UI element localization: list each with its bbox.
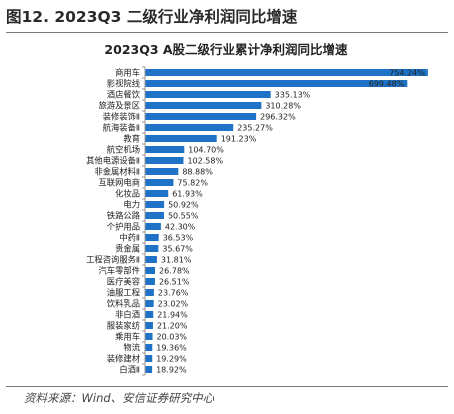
- value-label: 102.58%: [187, 157, 223, 166]
- bar: [145, 300, 154, 307]
- chart-title: 2023Q3 A股二级行业累计净利润同比增速: [104, 42, 348, 57]
- value-label: 235.27%: [237, 124, 273, 133]
- category-label: 互联网电商: [99, 178, 141, 188]
- value-label: 36.53%: [163, 234, 194, 243]
- value-label: 75.82%: [177, 179, 208, 188]
- category-label: 中药Ⅱ: [119, 233, 140, 243]
- bottom-rule: [6, 386, 448, 387]
- value-label: 23.76%: [158, 289, 189, 298]
- value-label: 19.36%: [156, 344, 187, 353]
- value-label: 20.03%: [157, 333, 188, 342]
- bar: [145, 223, 161, 230]
- category-label: 个护用品: [107, 222, 140, 232]
- value-label: 61.93%: [172, 190, 203, 199]
- value-label: 42.30%: [165, 223, 196, 232]
- category-label: 非白酒: [115, 310, 140, 320]
- category-label: 医疗美容: [107, 277, 140, 287]
- axis-ticks: [142, 66, 145, 376]
- value-label: 754.24%: [389, 69, 425, 78]
- category-label: 白酒Ⅱ: [119, 365, 140, 375]
- category-label: 电力: [123, 200, 140, 210]
- source-note: 资料来源：Wind、安信证券研究中心: [24, 391, 215, 405]
- category-label: 化妆品: [115, 189, 140, 199]
- category-label: 汽车零部件: [99, 266, 141, 276]
- bar: [145, 157, 184, 164]
- category-label: 酒店餐饮: [107, 90, 141, 100]
- value-label: 699.48%: [369, 80, 405, 89]
- bar-chart: 2023Q3 A股二级行业累计净利润同比增速 商用车影视院线酒店餐饮旅游及景区装…: [86, 42, 428, 376]
- value-label: 31.81%: [161, 256, 192, 265]
- bar: [145, 168, 179, 175]
- bar: [145, 80, 408, 87]
- bar: [145, 212, 164, 219]
- bar: [145, 146, 185, 153]
- bar: [145, 311, 154, 318]
- category-label: 油服工程: [107, 288, 140, 298]
- category-label: 物流: [123, 343, 140, 353]
- bar: [145, 256, 157, 263]
- value-label: 50.92%: [168, 201, 199, 210]
- bar: [145, 179, 174, 186]
- value-label: 50.55%: [168, 212, 199, 221]
- value-label: 191.23%: [221, 135, 257, 144]
- bar: [145, 267, 156, 274]
- bar: [145, 124, 234, 131]
- category-label: 装修装饰Ⅱ: [103, 112, 140, 122]
- bar: [145, 69, 428, 76]
- category-label: 教育: [123, 134, 140, 144]
- bar: [145, 91, 271, 98]
- category-label: 航空机场: [107, 145, 140, 155]
- bar: [145, 234, 159, 241]
- category-label: 影视院线: [107, 79, 140, 89]
- value-labels: 754.24% 699.48% 335.13% 310.28% 296.32% 235.2…: [156, 69, 425, 375]
- value-label: 104.70%: [188, 146, 224, 155]
- bar: [145, 333, 153, 340]
- bar: [145, 135, 217, 142]
- category-label: 航海装备Ⅱ: [103, 123, 140, 133]
- bar: [145, 190, 169, 197]
- category-label: 装修建材: [107, 354, 140, 364]
- value-label: 26.51%: [159, 278, 190, 287]
- bar: [145, 355, 153, 362]
- value-label: 19.29%: [156, 355, 187, 364]
- value-label: 18.92%: [156, 366, 187, 375]
- category-label: 其他电源设备Ⅱ: [86, 156, 140, 166]
- value-label: 310.28%: [265, 102, 301, 111]
- value-label: 335.13%: [275, 91, 311, 100]
- value-label: 296.32%: [260, 113, 296, 122]
- category-label: 非金属材料Ⅱ: [94, 167, 140, 177]
- bar: [145, 366, 153, 373]
- value-label: 23.02%: [158, 300, 189, 309]
- category-label: 乘用车: [115, 332, 140, 342]
- value-label: 21.20%: [157, 322, 188, 331]
- category-label: 商用车: [115, 68, 140, 78]
- bar: [145, 245, 159, 252]
- bars: [145, 69, 428, 373]
- bar: [145, 322, 153, 329]
- bar: [145, 102, 262, 109]
- bar: [145, 201, 165, 208]
- bar: [145, 344, 153, 351]
- bar: [145, 278, 155, 285]
- value-label: 88.88%: [182, 168, 213, 177]
- value-label: 26.78%: [159, 267, 190, 276]
- value-label: 35.67%: [162, 245, 193, 254]
- category-label: 饮料乳品: [107, 299, 140, 309]
- top-rule: [6, 32, 448, 33]
- bar: [145, 113, 257, 120]
- category-labels: 商用车影视院线酒店餐饮旅游及景区装修装饰Ⅱ航海装备Ⅱ教育航空机场其他电源设备Ⅱ非…: [86, 68, 141, 375]
- value-label: 21.94%: [157, 311, 188, 320]
- figure-title: 图12. 2023Q3 二级行业净利润同比增速: [6, 8, 298, 26]
- category-label: 服装家纺: [107, 321, 140, 331]
- category-label: 贵金属: [115, 244, 140, 254]
- category-label: 铁路公路: [107, 211, 141, 221]
- bar: [145, 289, 154, 296]
- category-label: 工程咨询服务Ⅱ: [86, 255, 140, 265]
- category-label: 旅游及景区: [99, 101, 141, 111]
